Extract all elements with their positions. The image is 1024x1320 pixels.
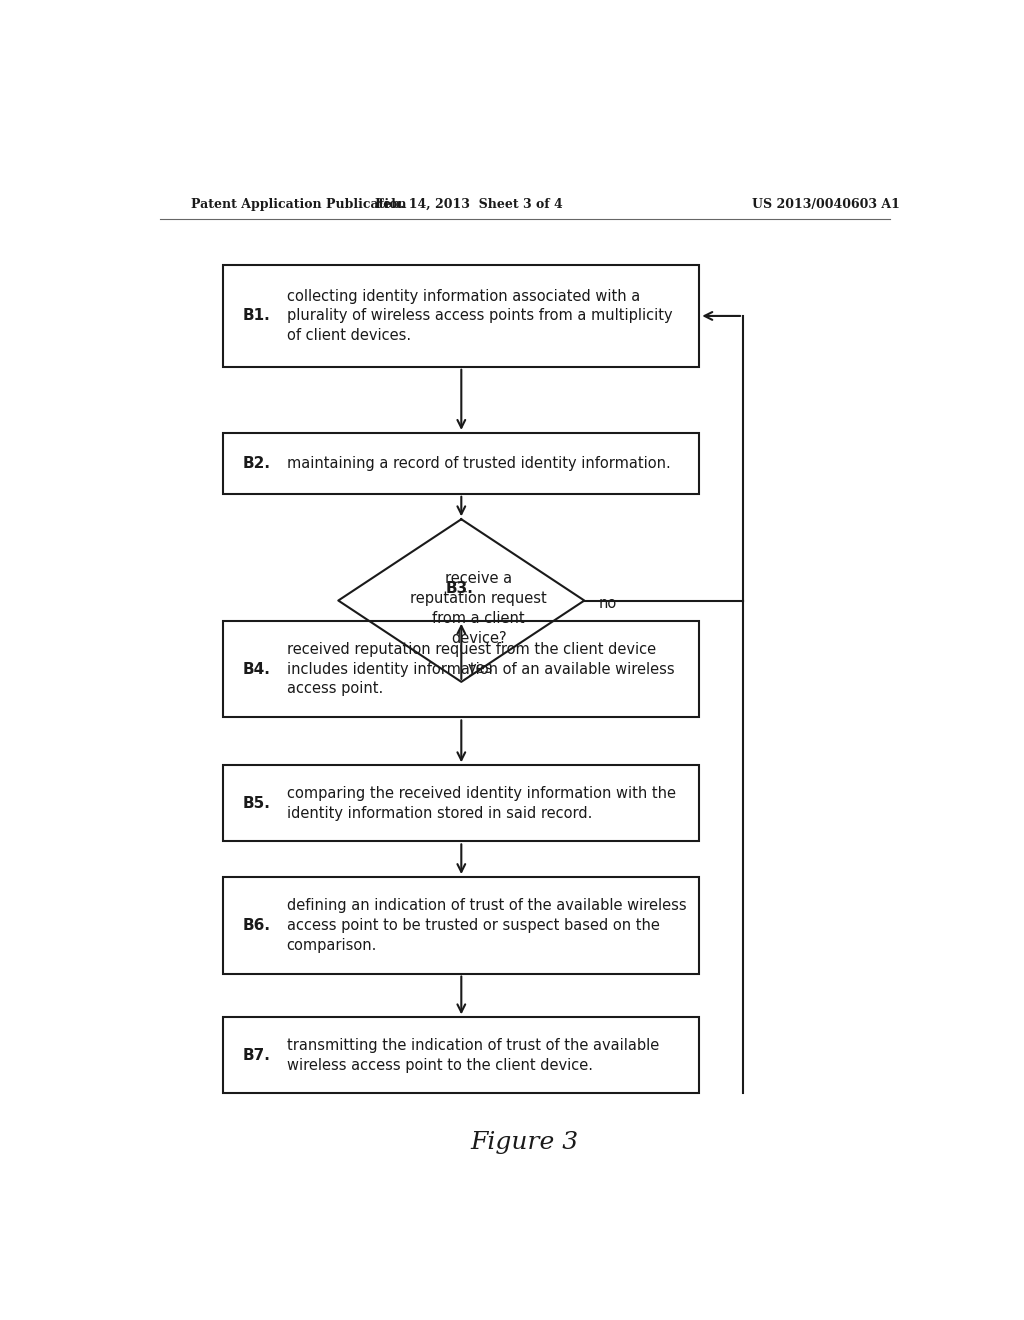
Text: B1.: B1. (243, 309, 270, 323)
Text: Patent Application Publication: Patent Application Publication (191, 198, 407, 211)
Text: transmitting the indication of trust of the available
wireless access point to t: transmitting the indication of trust of … (287, 1038, 659, 1073)
Text: no: no (599, 597, 616, 611)
FancyBboxPatch shape (223, 1018, 699, 1093)
FancyBboxPatch shape (223, 876, 699, 974)
FancyBboxPatch shape (223, 265, 699, 367)
Text: Figure 3: Figure 3 (471, 1131, 579, 1154)
Text: B5.: B5. (243, 796, 271, 810)
Text: maintaining a record of trusted identity information.: maintaining a record of trusted identity… (287, 455, 671, 471)
Text: Feb. 14, 2013  Sheet 3 of 4: Feb. 14, 2013 Sheet 3 of 4 (376, 198, 563, 211)
FancyBboxPatch shape (223, 620, 699, 718)
Text: US 2013/0040603 A1: US 2013/0040603 A1 (753, 198, 900, 211)
Text: receive a
reputation request
from a client
device?: receive a reputation request from a clie… (411, 572, 547, 645)
Text: B3.: B3. (445, 581, 473, 595)
Text: yes: yes (468, 661, 493, 676)
Text: received reputation request from the client device
includes identity information: received reputation request from the cli… (287, 642, 675, 697)
Text: collecting identity information associated with a
plurality of wireless access p: collecting identity information associat… (287, 289, 673, 343)
FancyBboxPatch shape (223, 433, 699, 494)
Text: B4.: B4. (243, 661, 271, 677)
Text: B6.: B6. (243, 917, 271, 933)
Text: defining an indication of trust of the available wireless
access point to be tru: defining an indication of trust of the a… (287, 898, 686, 953)
Text: B7.: B7. (243, 1048, 271, 1063)
Text: comparing the received identity information with the
identity information stored: comparing the received identity informat… (287, 785, 676, 821)
FancyBboxPatch shape (223, 766, 699, 841)
Text: B2.: B2. (243, 455, 271, 471)
